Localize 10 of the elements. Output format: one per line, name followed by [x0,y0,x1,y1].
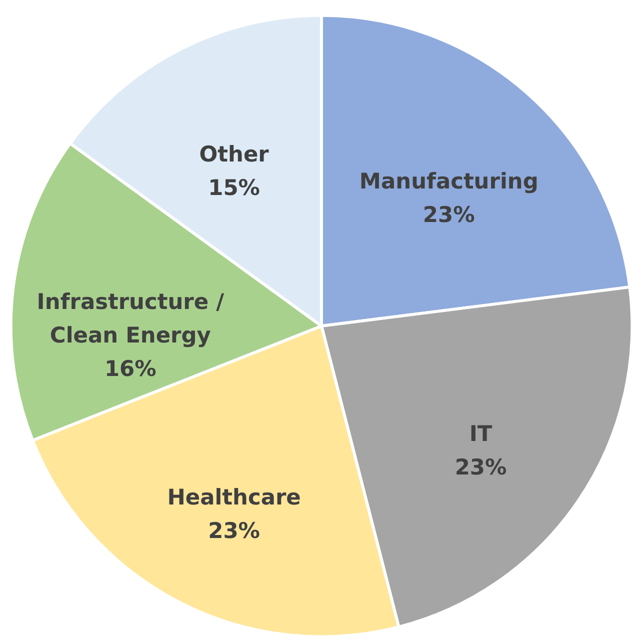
slice-label: IT [469,422,492,448]
data-label: 16% [104,356,157,382]
slice-label: Infrastructure / Clean Energy [36,290,224,348]
slice-label: Manufacturing [359,169,538,194]
data-label: 15% [208,176,260,201]
data-label: 23% [454,456,508,481]
data-label: 23% [422,202,476,228]
slice-label: Healthcare [167,486,301,511]
data-label: 23% [208,519,260,544]
slice-label: Other [199,142,270,168]
